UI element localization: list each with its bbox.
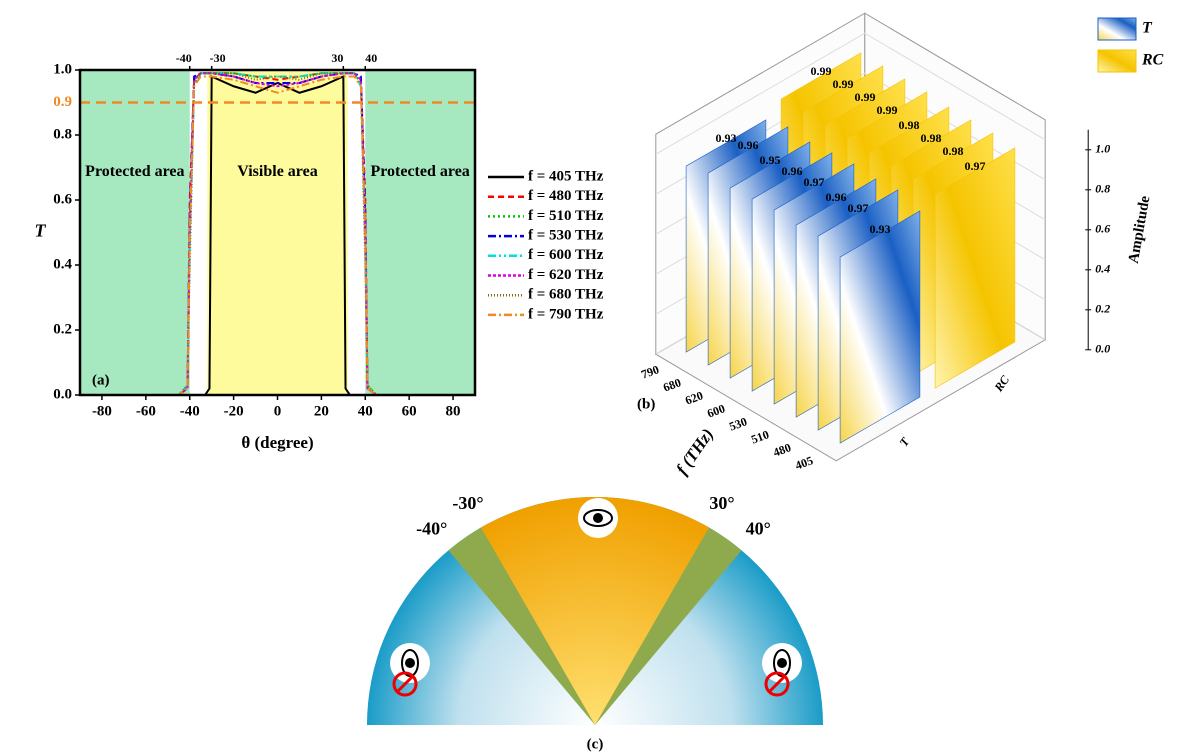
value-label: 0.99 xyxy=(877,103,898,117)
x-tick-label: 80 xyxy=(446,403,461,419)
region-label-box: Protected area xyxy=(80,161,190,211)
value-label: 0.97 xyxy=(848,201,869,215)
eye-pupil xyxy=(405,658,415,668)
eye-pupil xyxy=(593,513,603,523)
reference-label: 0.9 xyxy=(53,94,72,110)
x-tick-label: 60 xyxy=(402,403,417,419)
legend-swatch xyxy=(1098,50,1136,72)
value-label: 0.96 xyxy=(782,164,803,178)
y-tick-label: 0.6 xyxy=(53,191,72,207)
z-tick-label: 0.4 xyxy=(1095,262,1110,276)
value-label: 0.95 xyxy=(760,153,781,167)
value-label: 0.97 xyxy=(804,175,825,189)
region xyxy=(207,70,347,395)
legend-label: f = 790 THz xyxy=(528,306,604,322)
region-label-box: Visible area xyxy=(207,161,347,211)
depth-tick-label: RC xyxy=(991,372,1013,395)
legend-swatch xyxy=(1098,18,1136,40)
panel-label: (b) xyxy=(637,396,655,412)
z-tick-label: 0.6 xyxy=(1095,222,1110,236)
value-label: 0.98 xyxy=(899,118,920,132)
eye-pupil xyxy=(777,658,787,668)
x-tick-label: -40 xyxy=(180,403,200,419)
x-axis-title: θ (degree) xyxy=(241,433,313,452)
x-tick-label: 620 xyxy=(683,388,705,407)
top-tick-label: -40 xyxy=(176,51,192,65)
z-tick-label: 0.2 xyxy=(1095,302,1110,316)
y-tick-label: 1.0 xyxy=(53,61,72,77)
top-tick-label: -30 xyxy=(210,51,226,65)
x-tick-label: 480 xyxy=(771,440,793,459)
legend-label: f = 510 THz xyxy=(528,208,604,224)
region-label: Visible area xyxy=(207,161,347,183)
legend-label: f = 680 THz xyxy=(528,287,604,303)
value-label: 0.93 xyxy=(870,222,891,236)
y-axis-title: T xyxy=(35,221,47,241)
depth-tick-label: T xyxy=(896,435,912,450)
x-tick-label: 405 xyxy=(793,453,815,472)
figure: Protected area Visible area Protected area… xyxy=(0,0,1181,755)
x-tick-label: 40 xyxy=(358,403,373,419)
z-axis-title: Amplitude xyxy=(1126,194,1154,264)
legend-label: f = 480 THz xyxy=(528,188,604,204)
legend-label: f = 600 THz xyxy=(528,247,604,263)
z-tick-label: 1.0 xyxy=(1095,142,1110,156)
x-tick-label: -60 xyxy=(136,403,156,419)
region xyxy=(80,70,190,395)
x-tick-label: -20 xyxy=(224,403,244,419)
x-tick-label: 790 xyxy=(639,362,661,381)
region-label: Protected area xyxy=(80,161,190,183)
angle-label: 40° xyxy=(746,519,771,539)
z-tick-label: 0.0 xyxy=(1095,342,1110,356)
value-label: 0.97 xyxy=(965,159,986,173)
x-tick-label: 600 xyxy=(705,401,727,420)
region-label-box: Protected area xyxy=(365,161,475,211)
value-label: 0.98 xyxy=(921,131,942,145)
y-tick-label: 0.4 xyxy=(53,256,72,272)
y-tick-label: 0.2 xyxy=(53,321,72,337)
x-tick-label: 20 xyxy=(314,403,329,419)
legend-label: T xyxy=(1142,20,1153,37)
value-label: 0.93 xyxy=(716,131,737,145)
value-label: 0.98 xyxy=(943,144,964,158)
y-tick-label: 0.8 xyxy=(53,126,72,142)
panel-label: (a) xyxy=(92,372,110,388)
x-tick-label: 680 xyxy=(661,375,683,394)
z-tick-label: 0.8 xyxy=(1095,182,1110,196)
legend-label: f = 530 THz xyxy=(528,228,604,244)
legend-label: f = 405 THz xyxy=(528,168,604,184)
legend-label: RC xyxy=(1141,52,1164,69)
value-label: 0.99 xyxy=(855,90,876,104)
x-tick-label: 530 xyxy=(727,414,749,433)
value-label: 0.99 xyxy=(811,64,832,78)
region-label: Protected area xyxy=(365,161,475,183)
value-label: 0.99 xyxy=(833,77,854,91)
panel-label: (c) xyxy=(587,736,604,752)
y-tick-label: 0.0 xyxy=(53,386,72,402)
angle-label: -30° xyxy=(452,493,483,513)
region xyxy=(365,70,475,395)
x-tick-label: 510 xyxy=(749,427,771,446)
top-tick-label: 40 xyxy=(365,51,377,65)
angle-label: -40° xyxy=(416,519,447,539)
value-label: 0.96 xyxy=(826,190,847,204)
legend-label: f = 620 THz xyxy=(528,267,604,283)
angle-label: 30° xyxy=(709,493,734,513)
x-tick-label: -80 xyxy=(92,403,112,419)
value-label: 0.96 xyxy=(738,138,759,152)
top-tick-label: 30 xyxy=(331,51,343,65)
x-tick-label: 0 xyxy=(274,403,282,419)
x-axis-title: f (THz) xyxy=(672,425,717,478)
